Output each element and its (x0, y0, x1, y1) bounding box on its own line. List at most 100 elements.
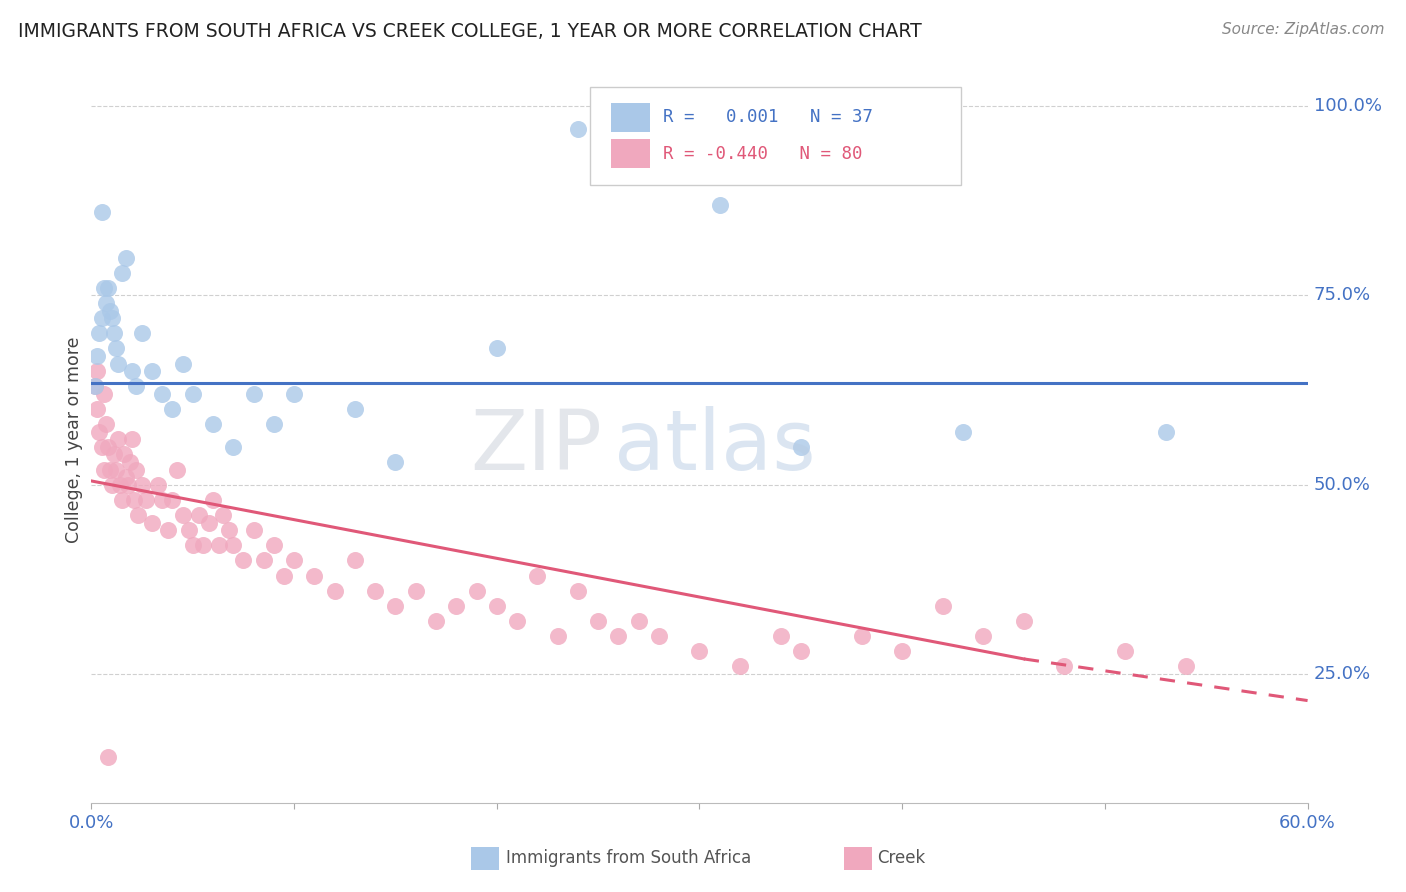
Point (769, 629, 792, 643)
Point (94, 417, 117, 432)
Point (118, 455, 141, 469)
Point (1175, 659, 1198, 673)
Point (1154, 425, 1177, 439)
Point (465, 583, 488, 598)
Point (100, 311, 122, 326)
Point (121, 433, 143, 447)
Point (141, 364, 163, 378)
Point (97, 440, 120, 454)
Point (122, 492, 145, 507)
Point (98, 462, 121, 476)
Point (1053, 659, 1076, 673)
Point (547, 629, 569, 643)
Point (405, 583, 427, 598)
Point (218, 523, 240, 537)
Point (198, 516, 221, 530)
Text: 50.0%: 50.0% (1313, 475, 1371, 494)
Point (177, 523, 200, 537)
Text: R = -0.440   N = 80: R = -0.440 N = 80 (664, 145, 862, 162)
Point (131, 326, 153, 341)
Point (709, 197, 731, 211)
Point (125, 462, 148, 476)
Point (90, 440, 112, 454)
Text: 100.0%: 100.0% (1313, 97, 1382, 115)
Point (187, 508, 209, 522)
Point (89, 425, 111, 439)
Point (567, 583, 589, 598)
Point (242, 387, 264, 401)
Point (98, 303, 121, 318)
Point (141, 516, 163, 530)
Point (93, 387, 115, 401)
Point (115, 470, 138, 484)
Point (648, 629, 671, 643)
Point (304, 568, 326, 582)
Point (607, 629, 630, 643)
Text: Source: ZipAtlas.com: Source: ZipAtlas.com (1222, 22, 1385, 37)
Point (107, 357, 129, 371)
Point (790, 440, 813, 454)
Point (728, 659, 751, 673)
FancyBboxPatch shape (610, 103, 650, 132)
Point (181, 387, 204, 401)
Point (506, 614, 529, 628)
Point (242, 523, 264, 537)
Point (263, 417, 285, 432)
Y-axis label: College, 1 year or more: College, 1 year or more (65, 336, 83, 542)
Point (107, 433, 129, 447)
Point (273, 568, 295, 582)
Point (212, 508, 235, 522)
Point (343, 553, 366, 567)
Point (90, 311, 112, 326)
Point (86, 402, 108, 417)
Point (485, 342, 508, 356)
Point (148, 477, 170, 491)
Point (121, 364, 143, 378)
Point (790, 644, 813, 658)
Point (444, 599, 467, 613)
Point (384, 599, 406, 613)
Point (202, 492, 225, 507)
Point (172, 508, 194, 522)
Point (485, 599, 508, 613)
Point (150, 387, 173, 401)
Text: R =   0.001   N = 37: R = 0.001 N = 37 (664, 108, 873, 127)
Point (111, 266, 134, 280)
Point (157, 523, 180, 537)
Point (283, 553, 305, 567)
Point (172, 357, 194, 371)
Point (166, 462, 188, 476)
Point (253, 553, 276, 567)
Text: ZIP: ZIP (471, 406, 602, 487)
Point (688, 644, 710, 658)
Point (86, 349, 108, 363)
Point (103, 326, 125, 341)
Point (851, 629, 873, 643)
Point (586, 614, 609, 628)
Point (97, 750, 120, 764)
Point (191, 538, 214, 552)
Text: 75.0%: 75.0% (1313, 286, 1371, 304)
Point (364, 583, 387, 598)
FancyBboxPatch shape (610, 139, 650, 169)
Point (94, 296, 117, 310)
Point (952, 425, 974, 439)
Point (891, 644, 914, 658)
Point (108, 477, 131, 491)
Point (150, 492, 173, 507)
Point (931, 599, 953, 613)
Point (181, 538, 204, 552)
Point (162, 492, 184, 507)
Point (323, 583, 346, 598)
Point (86, 364, 108, 378)
Point (112, 447, 135, 461)
Point (208, 538, 231, 552)
Point (263, 538, 285, 552)
Point (111, 492, 134, 507)
Point (97, 281, 120, 295)
Point (84, 379, 107, 393)
Point (84, 379, 107, 393)
Point (1012, 614, 1035, 628)
Point (103, 447, 125, 461)
Point (222, 538, 245, 552)
